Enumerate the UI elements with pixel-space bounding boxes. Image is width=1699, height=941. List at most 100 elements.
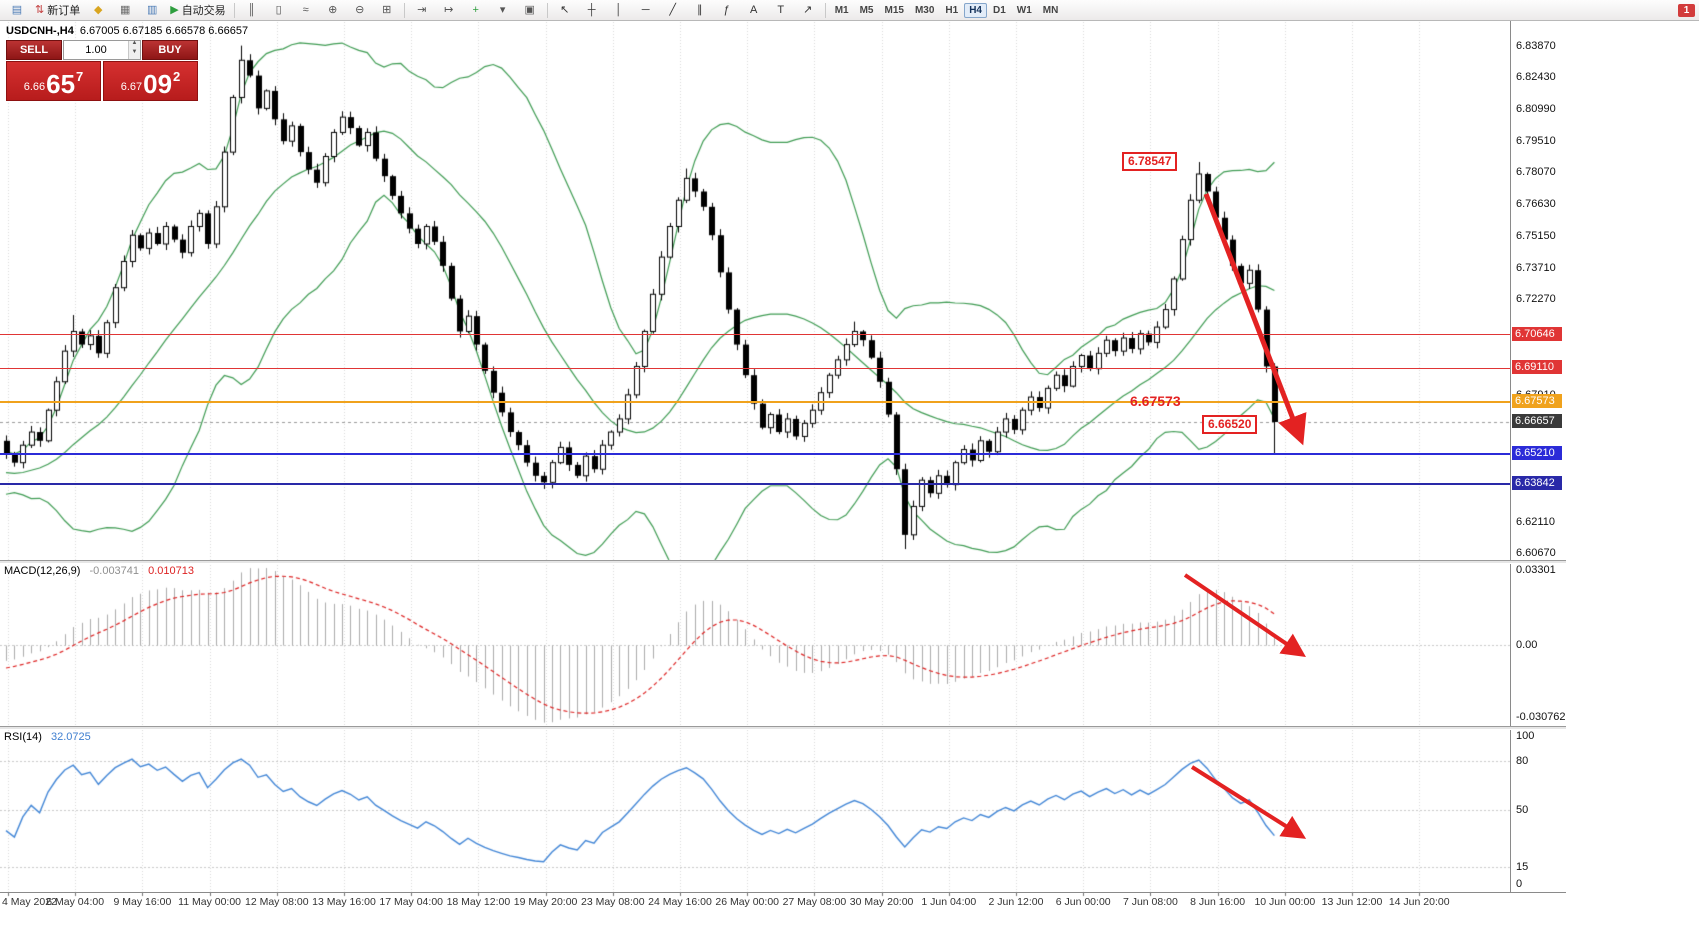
macd-scale-label: 0.03301 [1516,564,1556,576]
cursor-button[interactable]: ↖ [552,1,578,20]
crosshair-button[interactable]: ┼ [579,1,605,20]
trendline-icon: ╱ [669,3,676,16]
time-axis-label: 7 Jun 08:00 [1122,896,1178,908]
timeframe-h4-button[interactable]: H4 [964,2,987,18]
macd-scale-label: 0.00 [1516,639,1538,652]
hline-6.63842[interactable] [0,482,1510,485]
new-chart-button[interactable]: ▤ [4,1,30,20]
vertical-line-button[interactable]: │ [606,1,632,20]
time-axis-label: 11 May 00:00 [178,896,242,908]
bid-price-tile[interactable]: 6.66 65 7 [6,61,101,101]
fibonacci-icon: ƒ [723,3,730,16]
time-axis-label: 10 Jun 00:00 [1254,896,1316,908]
time-axis-label: 2 Jun 12:00 [988,896,1044,908]
volume-stepper[interactable]: ▲ ▼ [128,40,140,59]
data-window-button[interactable]: ▥ [139,1,165,20]
horizontal-line-button[interactable]: ─ [633,1,659,20]
peak-price-label[interactable]: 6.78547 [1122,152,1178,172]
buy-button[interactable]: BUY [142,40,198,60]
new-order-icon: ⇅ [35,3,45,16]
panel-splitter-rsi[interactable] [0,726,1566,730]
volume-input[interactable] [64,41,128,59]
panel-splitter-macd[interactable] [0,560,1566,564]
indicators-icon: + [472,3,479,16]
timeframe-w1-button[interactable]: W1 [1016,4,1032,16]
price-scale-flag-6.70646: 6.70646 [1512,326,1562,341]
time-axis-label: 14 Jun 20:00 [1388,896,1450,908]
vertical-line-icon: │ [615,3,623,16]
timeframe-m30-button[interactable]: M30 [914,4,935,16]
favorites-button[interactable]: ◆ [85,1,111,20]
auto-trading-button[interactable]: ▶ 自动交易 [166,1,229,20]
volume-up-icon[interactable]: ▲ [129,40,140,50]
new-order-button-label: 新订单 [47,5,81,17]
auto-scroll-button[interactable]: ⇥ [409,1,435,20]
rsi-scale-label: 100 [1516,730,1535,742]
hline-6.67573[interactable] [0,401,1510,404]
time-axis-label: 13 Jun 12:00 [1321,896,1383,908]
auto-trading-button-label: 自动交易 [181,5,226,17]
toolbar-separator [546,2,548,18]
timeframe-d1-button[interactable]: D1 [993,4,1006,16]
price-scale-label: 6.79510 [1516,134,1556,147]
window-count-badge[interactable]: 1 [1678,3,1695,17]
line-chart-button[interactable]: ≈ [293,1,319,20]
templates-button[interactable]: ▣ [517,1,543,20]
text-button[interactable]: A [741,1,767,20]
rsi-scale-label: 0 [1516,878,1523,890]
price-scale-label: 6.72270 [1516,293,1556,306]
tile-windows-button[interactable]: ⊞ [374,1,400,20]
timeframe-h1-button[interactable]: H1 [945,4,959,16]
candlestick-chart-button[interactable]: ▯ [266,1,292,20]
indicators-button[interactable]: + [463,1,489,20]
timeframe-m1-button[interactable]: M1 [834,4,849,16]
arrows-icon: ↗ [803,3,813,16]
price-scale-label: 6.76630 [1516,197,1556,210]
fibonacci-button[interactable]: ƒ [714,1,740,20]
chart-shift-button[interactable]: ↦ [436,1,462,20]
trendline-button[interactable]: ╱ [660,1,686,20]
breakdown-price-label[interactable]: 6.66520 [1202,415,1258,435]
cursor-icon: ↖ [560,3,570,16]
time-axis-label: 26 May 00:00 [715,896,780,908]
ask-price-tile[interactable]: 6.67 09 2 [103,61,198,101]
crosshair-icon: ┼ [587,3,596,16]
horizontal-line-icon: ─ [641,3,650,16]
time-axis-label: 4 May 2022 [2,896,57,908]
time-axis-label: 19 May 20:00 [513,896,578,908]
timeframe-m15-button[interactable]: M15 [884,4,904,16]
toolbar-separator [403,2,405,18]
favorites-icon: ◆ [93,3,103,16]
timeframe-mn-button[interactable]: MN [1042,4,1059,16]
new-order-button[interactable]: ⇅ 新订单 [31,1,84,20]
channel-icon: ∥ [696,3,703,16]
chart-header: USDCNH-,H4 6.67005 6.67185 6.66578 6.6665… [6,25,248,37]
chart-symbol-period: USDCNH-,H4 [6,25,74,37]
support-price-label[interactable]: 6.67573 [1130,393,1181,410]
price-scale-flag-6.69110: 6.69110 [1512,360,1562,375]
rsi-name: RSI(14) [4,731,42,743]
bid-pipette: 7 [76,69,84,84]
sell-button[interactable]: SELL [6,40,62,60]
zoom-in-button[interactable]: ⊕ [320,1,346,20]
print-icon: ▦ [120,3,131,16]
rsi-scale-label: 80 [1516,754,1529,767]
chart-ohlc-readout: 6.67005 6.67185 6.66578 6.66657 [79,25,249,37]
print-button[interactable]: ▦ [112,1,138,20]
hline-6.69110[interactable] [0,367,1510,369]
label-button[interactable]: T [768,1,794,20]
bar-chart-button[interactable]: ║ [239,1,265,20]
hline-6.65210[interactable] [0,452,1510,455]
hline-6.70646[interactable] [0,334,1510,336]
periods-button[interactable]: ▾ [490,1,516,20]
time-axis-label: 9 May 16:00 [113,896,172,908]
bar-chart-icon: ║ [247,3,256,16]
arrows-button[interactable]: ↗ [795,1,821,20]
zoom-out-button[interactable]: ⊖ [347,1,373,20]
time-axis-label: 17 May 04:00 [379,896,444,908]
channel-button[interactable]: ∥ [687,1,713,20]
volume-down-icon[interactable]: ▼ [129,49,140,59]
timeframe-m5-button[interactable]: M5 [859,4,874,16]
auto-trading-icon: ▶ [170,3,179,16]
